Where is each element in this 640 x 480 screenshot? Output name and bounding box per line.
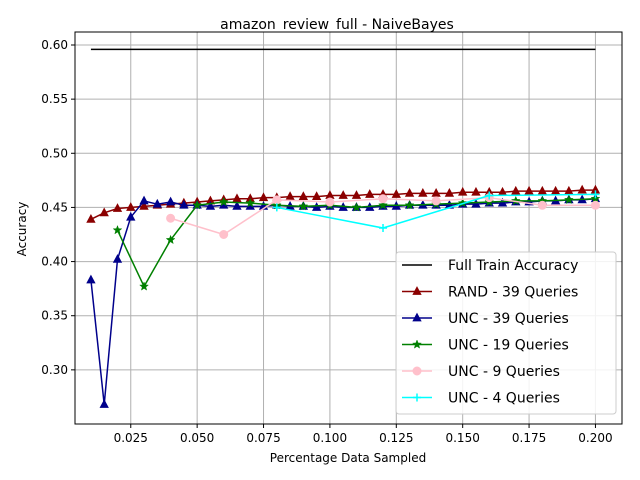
data-point [112, 254, 123, 263]
x-tick-label: 0.100 [313, 431, 347, 445]
data-point [126, 202, 136, 211]
data-point [537, 200, 547, 210]
series-group [272, 190, 600, 232]
data-point [99, 399, 109, 408]
y-tick-label: 0.55 [41, 92, 68, 106]
y-tick-label: 0.60 [41, 38, 68, 52]
data-point [192, 200, 203, 210]
y-tick-label: 0.30 [41, 363, 68, 377]
data-point [86, 213, 96, 223]
data-point [351, 202, 362, 212]
data-point [219, 229, 229, 239]
legend-label: UNC - 39 Queries [448, 311, 569, 327]
data-point [351, 190, 362, 199]
data-point [404, 187, 415, 197]
legend-label: RAND - 39 Queries [448, 285, 578, 301]
data-point [272, 195, 282, 205]
legend-label: Full Train Accuracy [448, 258, 578, 274]
data-point [152, 198, 162, 208]
legend: Full Train Accuracy RAND - 39 Queries UNC … [395, 251, 617, 415]
x-tick-label: 0.200 [578, 431, 612, 445]
data-point [258, 192, 269, 202]
data-point [179, 199, 189, 209]
data-point [311, 191, 322, 200]
legend-marker [412, 286, 422, 295]
data-point [378, 200, 388, 210]
data-point [139, 281, 149, 291]
data-point [298, 201, 309, 211]
data-point [126, 211, 136, 221]
data-point [497, 197, 508, 207]
data-point [485, 191, 494, 200]
data-point [591, 190, 600, 199]
data-point [338, 190, 348, 199]
legend-label: UNC - 9 Queries [448, 364, 560, 380]
legend-label: UNC - 4 Queries [448, 391, 560, 407]
data-point [379, 224, 388, 232]
data-point [378, 194, 388, 204]
legend-box [395, 251, 617, 415]
data-point [166, 213, 176, 223]
x-axis-label: Percentage Data Sampled [270, 451, 426, 465]
series-line [276, 193, 596, 229]
legend-marker [413, 393, 421, 402]
data-point [537, 185, 548, 195]
y-axis-label: Accuracy [15, 202, 29, 257]
data-point [391, 189, 401, 198]
data-point [524, 185, 534, 195]
data-point [311, 202, 322, 211]
data-point [218, 196, 229, 207]
data-point [112, 224, 123, 235]
data-point [99, 207, 109, 217]
data-point [245, 197, 256, 208]
data-point [471, 198, 481, 208]
data-point [511, 185, 521, 195]
data-point [418, 187, 428, 197]
x-tick-label: 0.150 [445, 431, 479, 445]
plot-frame [74, 31, 623, 425]
data-point [590, 200, 600, 210]
data-point [165, 196, 176, 206]
data-point [458, 186, 468, 196]
data-point [404, 200, 415, 210]
data-point [139, 195, 149, 205]
data-point [431, 196, 441, 206]
y-tick-label: 0.50 [41, 146, 68, 160]
legend-marker [412, 339, 422, 349]
y-tick-label: 0.45 [41, 200, 68, 214]
legend-marker [412, 366, 422, 376]
data-point [457, 197, 468, 208]
data-point [112, 203, 123, 212]
data-point [365, 189, 375, 198]
data-point [272, 203, 281, 212]
plot-series [86, 48, 601, 408]
data-point [325, 197, 335, 207]
x-tick-label: 0.050 [180, 431, 214, 445]
data-point [232, 200, 242, 210]
y-tick-label: 0.40 [41, 255, 68, 269]
data-point [165, 234, 176, 245]
data-point [86, 274, 96, 284]
data-point [431, 187, 441, 197]
chart-title: amazon_review_full - NaiveBayes [220, 17, 454, 33]
data-point [205, 200, 216, 210]
data-point [563, 194, 574, 205]
x-tick-label: 0.125 [379, 431, 413, 445]
legend-label: UNC - 19 Queries [448, 338, 569, 354]
data-point [510, 195, 521, 206]
data-point [577, 184, 587, 194]
data-point [139, 200, 149, 210]
x-tick-label: 0.175 [512, 431, 546, 445]
y-tick-label: 0.35 [41, 309, 68, 323]
data-point [471, 186, 481, 196]
x-tick-label: 0.075 [246, 431, 280, 445]
x-tick-label: 0.025 [114, 431, 148, 445]
axis-ticks: 0.025 0.050 0.075 0.100 0.125 0.150 0.175 0.200… [41, 38, 612, 445]
legend-marker [412, 312, 422, 322]
data-point [298, 191, 309, 200]
data-point [444, 187, 455, 197]
data-point [285, 191, 295, 200]
